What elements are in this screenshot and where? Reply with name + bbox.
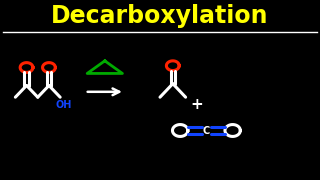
Text: C: C — [203, 125, 210, 136]
Text: +: + — [190, 97, 203, 112]
Text: Decarboxylation: Decarboxylation — [51, 4, 269, 28]
Text: OH: OH — [55, 100, 72, 110]
